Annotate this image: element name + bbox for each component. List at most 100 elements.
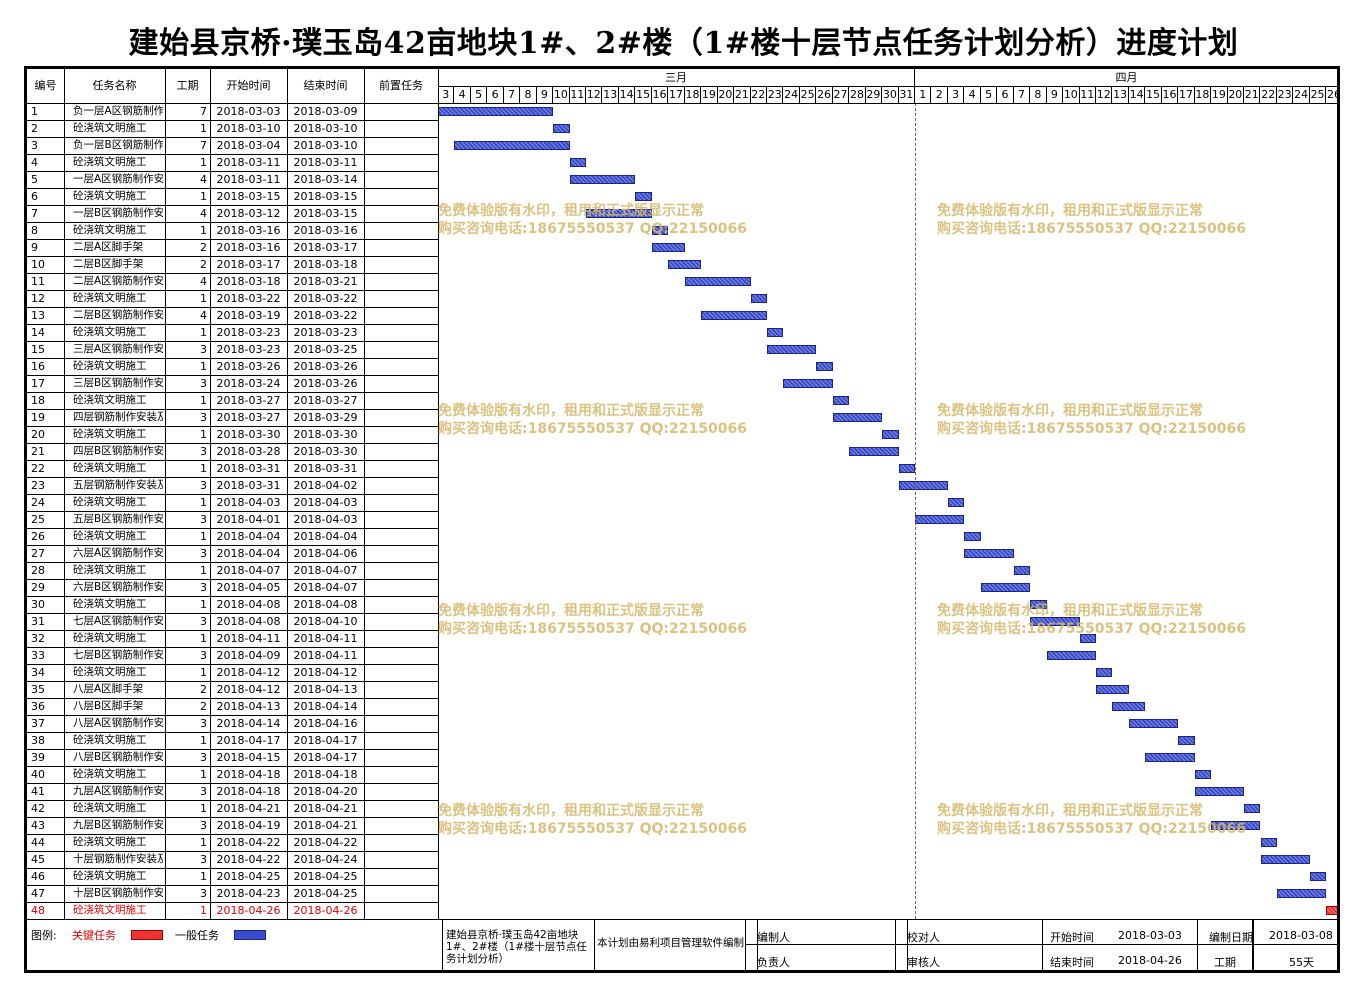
task-bar[interactable] bbox=[635, 192, 652, 201]
task-bar[interactable] bbox=[651, 226, 669, 235]
table-row[interactable]: 9 二层A区脚手架 2 2018-03-16 2018-03-17 bbox=[27, 239, 438, 256]
task-bar[interactable] bbox=[1194, 770, 1212, 779]
task-bar[interactable] bbox=[1211, 821, 1261, 830]
table-row[interactable]: 25 五层B区钢筋制作安装及模板 3 2018-04-01 2018-04-03 bbox=[27, 511, 438, 528]
task-bar[interactable] bbox=[651, 243, 685, 252]
task-bar[interactable] bbox=[816, 362, 833, 371]
task-bar[interactable] bbox=[701, 311, 767, 320]
table-row[interactable]: 38 砼浇筑文明施工 1 2018-04-17 2018-04-17 bbox=[27, 732, 438, 749]
task-bar[interactable] bbox=[1128, 719, 1179, 728]
table-row[interactable]: 32 砼浇筑文明施工 1 2018-04-11 2018-04-11 bbox=[27, 630, 438, 647]
task-bar[interactable] bbox=[438, 107, 554, 116]
task-bar[interactable] bbox=[1030, 617, 1080, 626]
task-bar[interactable] bbox=[832, 396, 850, 405]
table-row[interactable]: 6 砼浇筑文明施工 1 2018-03-15 2018-03-15 bbox=[27, 188, 438, 205]
task-bar[interactable] bbox=[783, 379, 833, 388]
task-bar[interactable] bbox=[1309, 872, 1327, 881]
table-row[interactable]: 41 九层A区钢筋制作安装及模板 3 2018-04-18 2018-04-20 bbox=[27, 783, 438, 800]
task-bar[interactable] bbox=[898, 481, 948, 490]
table-row[interactable]: 40 砼浇筑文明施工 1 2018-04-18 2018-04-18 bbox=[27, 766, 438, 783]
task-bar[interactable] bbox=[964, 549, 1014, 558]
table-row[interactable]: 13 二层B区钢筋制作安装及模板 4 2018-03-19 2018-03-22 bbox=[27, 307, 438, 324]
task-bar[interactable] bbox=[964, 532, 981, 541]
task-bar[interactable] bbox=[898, 464, 916, 473]
task-bar[interactable] bbox=[1096, 668, 1113, 677]
table-row[interactable]: 15 三层A区钢筋制作安装及模板 3 2018-03-23 2018-03-25 bbox=[27, 341, 438, 358]
task-bar[interactable] bbox=[1112, 702, 1146, 711]
table-row[interactable]: 17 三层B区钢筋制作安装及模板 3 2018-03-24 2018-03-26 bbox=[27, 375, 438, 392]
task-bar[interactable] bbox=[1178, 736, 1195, 745]
task-bar[interactable] bbox=[882, 430, 899, 439]
task-bar[interactable] bbox=[832, 413, 883, 422]
task-bar[interactable] bbox=[1276, 889, 1327, 898]
task-bar[interactable] bbox=[1079, 634, 1096, 643]
table-row[interactable]: 19 四层钢筋制作安装及模板安 3 2018-03-27 2018-03-29 bbox=[27, 409, 438, 426]
table-row[interactable]: 23 五层钢筋制作安装及模板安 3 2018-03-31 2018-04-02 bbox=[27, 477, 438, 494]
table-row[interactable]: 28 砼浇筑文明施工 1 2018-04-07 2018-04-07 bbox=[27, 562, 438, 579]
table-row[interactable]: 36 八层B区脚手架 2 2018-04-13 2018-04-14 bbox=[27, 698, 438, 715]
task-bar[interactable] bbox=[767, 345, 817, 354]
task-bar[interactable] bbox=[1260, 838, 1277, 847]
table-row[interactable]: 1 负一层A区钢筋制作安装及模板 7 2018-03-03 2018-03-09 bbox=[27, 103, 438, 120]
task-bar[interactable] bbox=[1260, 855, 1310, 864]
table-row[interactable]: 34 砼浇筑文明施工 1 2018-04-12 2018-04-12 bbox=[27, 664, 438, 681]
table-row[interactable]: 43 九层B区钢筋制作安装及模板 3 2018-04-19 2018-04-21 bbox=[27, 817, 438, 834]
table-row[interactable]: 48 砼浇筑文明施工 1 2018-04-26 2018-04-26 bbox=[27, 902, 438, 919]
task-bar[interactable] bbox=[1013, 566, 1031, 575]
table-row[interactable]: 26 砼浇筑文明施工 1 2018-04-04 2018-04-04 bbox=[27, 528, 438, 545]
table-row[interactable]: 24 砼浇筑文明施工 1 2018-04-03 2018-04-03 bbox=[27, 494, 438, 511]
table-row[interactable]: 37 八层A区钢筋制作安装及模板 3 2018-04-14 2018-04-16 bbox=[27, 715, 438, 732]
table-row[interactable]: 31 七层A区钢筋制作安装及模板 3 2018-04-08 2018-04-10 bbox=[27, 613, 438, 630]
task-bar[interactable] bbox=[750, 294, 767, 303]
task-start: 2018-03-04 bbox=[216, 139, 281, 152]
table-row[interactable]: 21 四层B区钢筋制作安装及模板 3 2018-03-28 2018-03-30 bbox=[27, 443, 438, 460]
table-row[interactable]: 18 砼浇筑文明施工 1 2018-03-27 2018-03-27 bbox=[27, 392, 438, 409]
table-row[interactable]: 29 六层B区钢筋制作安装及模板 3 2018-04-05 2018-04-07 bbox=[27, 579, 438, 596]
task-bar[interactable] bbox=[1030, 600, 1047, 609]
table-row[interactable]: 11 二层A区钢筋制作安装及模板 4 2018-03-18 2018-03-21 bbox=[27, 273, 438, 290]
table-row[interactable]: 4 砼浇筑文明施工 1 2018-03-11 2018-03-11 bbox=[27, 154, 438, 171]
task-bar[interactable] bbox=[1244, 804, 1261, 813]
task-bar[interactable] bbox=[668, 260, 702, 269]
table-row[interactable]: 3 负一层B区钢筋制作安装及模板 7 2018-03-04 2018-03-10 bbox=[27, 137, 438, 154]
table-row[interactable]: 8 砼浇筑文明施工 1 2018-03-16 2018-03-16 bbox=[27, 222, 438, 239]
table-row[interactable]: 10 二层B区脚手架 2 2018-03-17 2018-03-18 bbox=[27, 256, 438, 273]
table-row[interactable]: 22 砼浇筑文明施工 1 2018-03-31 2018-03-31 bbox=[27, 460, 438, 477]
critical-task-bar[interactable] bbox=[1326, 906, 1337, 915]
table-row[interactable]: 20 砼浇筑文明施工 1 2018-03-30 2018-03-30 bbox=[27, 426, 438, 443]
task-bar[interactable] bbox=[586, 209, 652, 218]
task-bar[interactable] bbox=[569, 175, 636, 184]
table-row[interactable]: 27 六层A区钢筋制作安装及模板 3 2018-04-04 2018-04-06 bbox=[27, 545, 438, 562]
task-end: 2018-03-29 bbox=[293, 411, 358, 424]
table-row[interactable]: 14 砼浇筑文明施工 1 2018-03-23 2018-03-23 bbox=[27, 324, 438, 341]
task-bar[interactable] bbox=[1096, 685, 1129, 694]
task-bar[interactable] bbox=[454, 141, 570, 150]
table-row[interactable]: 12 砼浇筑文明施工 1 2018-03-22 2018-03-22 bbox=[27, 290, 438, 307]
table-row[interactable]: 42 砼浇筑文明施工 1 2018-04-21 2018-04-21 bbox=[27, 800, 438, 817]
table-row[interactable]: 2 砼浇筑文明施工 1 2018-03-10 2018-03-10 bbox=[27, 120, 438, 137]
table-row[interactable]: 46 砼浇筑文明施工 1 2018-04-25 2018-04-25 bbox=[27, 868, 438, 885]
table-row[interactable]: 45 十层钢筋制作安装及模板安 3 2018-04-22 2018-04-24 bbox=[27, 851, 438, 868]
table-row[interactable]: 44 砼浇筑文明施工 1 2018-04-22 2018-04-22 bbox=[27, 834, 438, 851]
task-bar[interactable] bbox=[980, 583, 1031, 592]
table-row[interactable]: 5 一层A区钢筋制作安装及模板 4 2018-03-11 2018-03-14 bbox=[27, 171, 438, 188]
table-row[interactable]: 30 砼浇筑文明施工 1 2018-04-08 2018-04-08 bbox=[27, 596, 438, 613]
task-bar[interactable] bbox=[1194, 787, 1245, 796]
task-bar[interactable] bbox=[849, 447, 899, 456]
task-bar[interactable] bbox=[767, 328, 784, 337]
table-row[interactable]: 7 一层B区钢筋制作安装及模板 4 2018-03-12 2018-03-15 bbox=[27, 205, 438, 222]
task-bar[interactable] bbox=[553, 124, 570, 133]
task-bar[interactable] bbox=[915, 515, 965, 524]
table-row[interactable]: 16 砼浇筑文明施工 1 2018-03-26 2018-03-26 bbox=[27, 358, 438, 375]
task-bar[interactable] bbox=[684, 277, 751, 286]
task-bar[interactable] bbox=[947, 498, 965, 507]
task-name: 三层A区钢筋制作安装及模板 bbox=[73, 343, 163, 355]
table-row[interactable]: 39 八层B区钢筋制作安装及模板 3 2018-04-15 2018-04-17 bbox=[27, 749, 438, 766]
task-bar[interactable] bbox=[1046, 651, 1096, 660]
table-row[interactable]: 47 十层B区钢筋制作安装及模板 3 2018-04-23 2018-04-25 bbox=[27, 885, 438, 902]
table-row[interactable]: 33 七层B区钢筋制作安装及模板 3 2018-04-09 2018-04-11 bbox=[27, 647, 438, 664]
task-start: 2018-04-21 bbox=[216, 802, 281, 815]
table-row[interactable]: 35 八层A区脚手架 2 2018-04-12 2018-04-13 bbox=[27, 681, 438, 698]
task-bar[interactable] bbox=[569, 158, 587, 167]
task-bar[interactable] bbox=[1145, 753, 1195, 762]
